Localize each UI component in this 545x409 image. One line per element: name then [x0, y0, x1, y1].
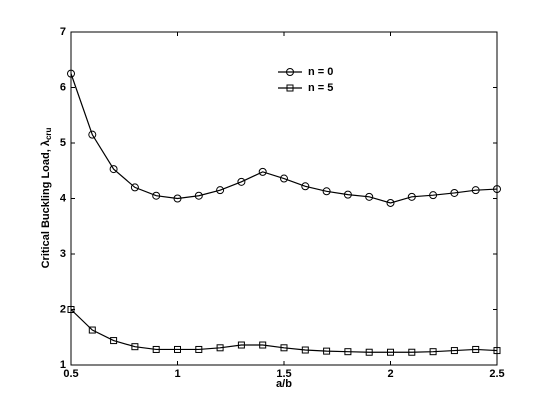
square-marker [387, 348, 394, 356]
circle-marker [471, 186, 480, 195]
circle-marker [216, 186, 225, 195]
x-axis-label: a/b [276, 378, 292, 390]
circle-marker [365, 192, 374, 201]
legend-label: n = 5 [308, 82, 333, 94]
square-marker [67, 306, 75, 313]
y-axis-label: Critical Buckling Load, λcru [40, 127, 53, 268]
square-marker [429, 348, 437, 356]
circle-marker [194, 191, 203, 200]
y-tick-label: 7 [60, 26, 66, 38]
square-marker [152, 345, 160, 353]
square-marker [493, 347, 501, 355]
circle-marker [322, 187, 331, 196]
square-marker [323, 347, 331, 355]
circle-marker [258, 167, 267, 176]
circle-marker [237, 177, 246, 186]
square-marker [174, 345, 181, 353]
circle-marker [173, 194, 182, 203]
circle-marker [280, 174, 288, 183]
circle-marker [386, 198, 395, 207]
square-marker [216, 344, 224, 352]
square-marker [110, 337, 118, 345]
x-tick-label: 0.5 [63, 368, 78, 380]
circle-marker [152, 191, 161, 200]
x-tick-label: 1 [174, 368, 180, 380]
y-tick-label: 3 [60, 248, 66, 260]
y-axis-label-sub: cru [44, 127, 53, 140]
circle-marker [67, 69, 75, 78]
circle-marker [493, 185, 501, 194]
square-marker [195, 345, 203, 353]
x-tick-label: 2.5 [489, 368, 504, 380]
circle-marker [301, 182, 310, 191]
square-marker [365, 348, 373, 356]
series-line [70, 73, 498, 204]
series-line [70, 309, 498, 353]
y-axis-label-main: Critical Buckling Load, λ [40, 140, 52, 268]
y-tick-label: 4 [60, 192, 67, 204]
circle-marker [343, 190, 352, 199]
square-marker [286, 84, 294, 92]
x-tick-label: 1.5 [276, 368, 291, 380]
circle-marker [429, 191, 438, 200]
circle-marker [450, 188, 459, 197]
y-tick-label: 1 [60, 359, 66, 371]
y-tick-label: 2 [60, 303, 66, 315]
y-tick-label: 6 [60, 81, 66, 93]
circle-marker [407, 192, 416, 201]
circle-marker [109, 165, 118, 174]
circle-marker [286, 68, 294, 76]
circle-marker [88, 130, 97, 139]
square-marker [301, 346, 309, 354]
y-tick-label: 5 [60, 137, 66, 149]
square-marker [344, 348, 352, 356]
square-marker [237, 341, 245, 349]
x-tick-label: 2 [387, 368, 393, 380]
legend-label: n = 0 [308, 66, 333, 78]
square-marker [472, 345, 480, 353]
square-marker [408, 348, 416, 356]
circle-marker [130, 183, 139, 192]
square-marker [131, 343, 139, 351]
square-marker [450, 347, 458, 355]
square-marker [88, 326, 96, 334]
square-marker [280, 344, 288, 352]
square-marker [259, 341, 267, 349]
